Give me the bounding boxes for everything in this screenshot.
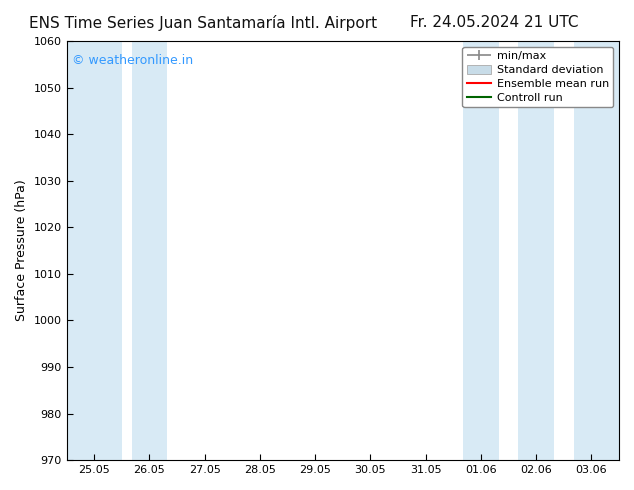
Bar (67, 41, 122, 460)
Legend: min/max, Standard deviation, Ensemble mean run, Controll run: min/max, Standard deviation, Ensemble me… (462, 47, 614, 107)
Text: © weatheronline.in: © weatheronline.in (72, 53, 193, 67)
Bar (132, 41, 167, 460)
Text: ENS Time Series Juan Santamaría Intl. Airport: ENS Time Series Juan Santamaría Intl. Ai… (29, 15, 377, 31)
Text: Fr. 24.05.2024 21 UTC: Fr. 24.05.2024 21 UTC (410, 15, 579, 30)
Bar (519, 41, 554, 460)
Bar (463, 41, 498, 460)
Y-axis label: Surface Pressure (hPa): Surface Pressure (hPa) (15, 180, 28, 321)
Bar (574, 41, 619, 460)
